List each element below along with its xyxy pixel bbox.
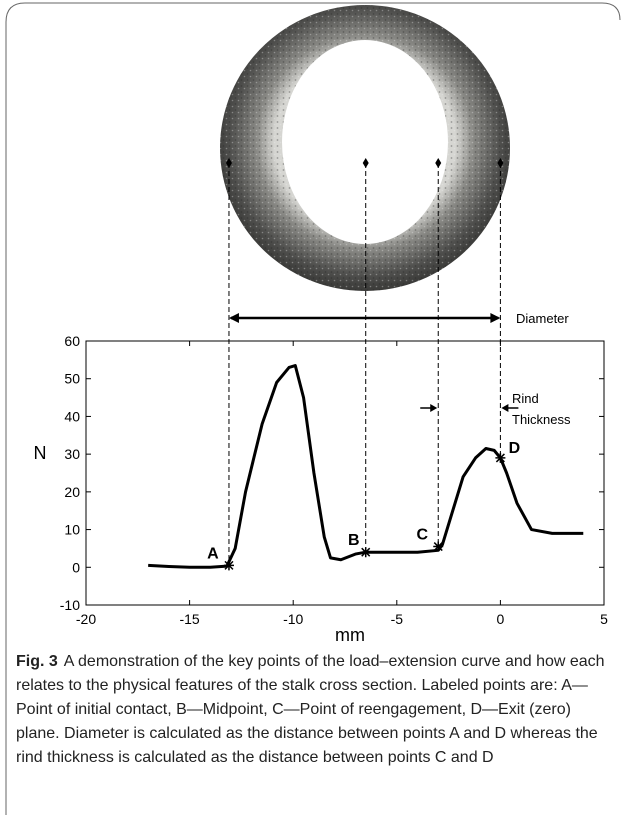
y-tick-label: 20 bbox=[64, 484, 80, 500]
x-tick-label: -10 bbox=[283, 611, 303, 627]
key-point-label: C bbox=[416, 527, 428, 544]
y-tick-label: 50 bbox=[64, 371, 80, 387]
plot-frame bbox=[85, 340, 605, 606]
key-point bbox=[433, 541, 444, 552]
key-point-label: A bbox=[207, 545, 219, 562]
x-tick-label: -20 bbox=[76, 611, 96, 627]
y-tick-label: -10 bbox=[60, 597, 80, 613]
guide-diamond bbox=[435, 158, 442, 168]
y-tick-label: 0 bbox=[72, 559, 80, 575]
key-point-label: D bbox=[509, 440, 521, 457]
key-point bbox=[223, 560, 234, 571]
x-axis-label: mm bbox=[335, 625, 365, 645]
x-tick-label: -15 bbox=[179, 611, 199, 627]
y-tick-label: 10 bbox=[64, 522, 80, 538]
x-tick-label: 0 bbox=[497, 611, 505, 627]
key-point bbox=[495, 452, 506, 463]
x-tick-label: 5 bbox=[600, 611, 608, 627]
caption-text: A demonstration of the key points of the… bbox=[16, 653, 605, 766]
rind-label: Rind bbox=[512, 391, 539, 406]
diameter-label: Diameter bbox=[516, 311, 569, 326]
key-point bbox=[360, 547, 371, 558]
guide-diamond bbox=[225, 158, 232, 168]
y-tick-label: 60 bbox=[64, 333, 80, 349]
y-tick-label: 40 bbox=[64, 408, 80, 424]
y-tick-label: 30 bbox=[64, 446, 80, 462]
caption-label: Fig. 3 bbox=[16, 653, 58, 670]
x-tick-label: -5 bbox=[391, 611, 404, 627]
thickness-label: Thickness bbox=[512, 412, 571, 427]
guide-diamond bbox=[497, 158, 504, 168]
arrow-head bbox=[430, 404, 509, 412]
frame bbox=[5, 2, 621, 815]
key-point-label: B bbox=[348, 532, 360, 549]
y-axis-label: N bbox=[34, 443, 47, 463]
cross-section-texture bbox=[220, 5, 510, 291]
guide-diamond bbox=[362, 158, 369, 168]
